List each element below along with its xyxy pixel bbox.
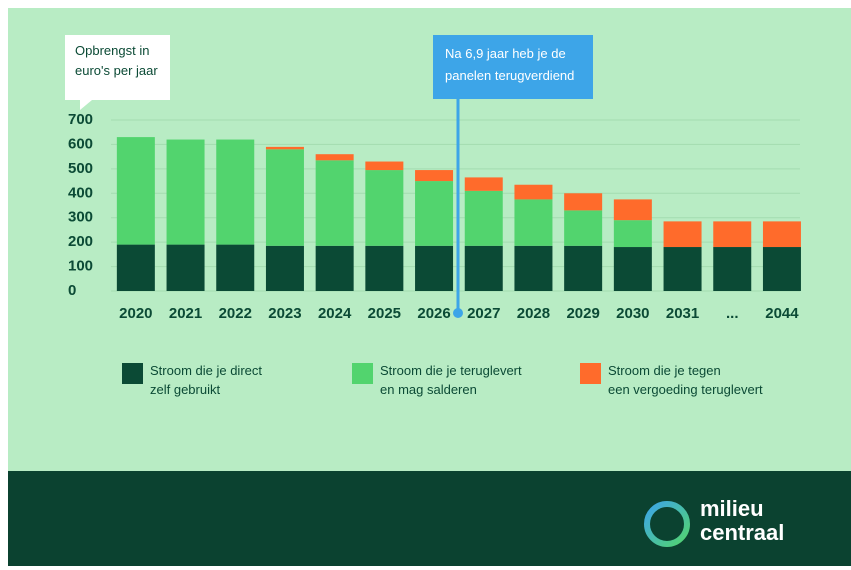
y-axis-label: Opbrengst in euro's per jaar [75, 43, 158, 78]
x-tick-label: 2021 [169, 305, 202, 322]
x-tick-label: 2044 [765, 305, 799, 322]
bar-segment [464, 177, 503, 191]
legend-swatch [122, 363, 143, 384]
x-tick-label: 2023 [268, 305, 301, 322]
x-tick-label: 2028 [517, 305, 550, 322]
y-tick-label: 300 [68, 209, 93, 226]
bar-segment [166, 139, 205, 245]
bar-segment [265, 245, 304, 291]
brand: milieu centraal [700, 496, 784, 545]
bar-segment [365, 170, 404, 246]
bar-segment [663, 221, 702, 248]
bar-segment [514, 184, 553, 200]
x-tick-label: ... [726, 305, 739, 322]
legend-label: Stroom die je tegen een vergoeding terugl… [608, 363, 763, 397]
footer [8, 471, 851, 566]
bar-segment [166, 244, 205, 291]
x-tick-label: 2027 [467, 305, 500, 322]
bar-segment [464, 245, 503, 291]
bar-segment [713, 221, 752, 248]
logo-ring [644, 501, 690, 547]
bar-segment [564, 193, 603, 211]
x-tick-label: 2024 [318, 305, 352, 322]
bar-segment [315, 160, 354, 246]
legend-label: Stroom die je direct zelf gebruikt [150, 363, 262, 397]
x-tick-label: 2020 [119, 305, 152, 322]
legend-label: Stroom die je teruglevert en mag salderen [380, 363, 522, 397]
bar-segment [564, 245, 603, 291]
y-tick-label: 100 [68, 258, 93, 275]
annotation-box [433, 35, 593, 99]
legend-swatch [580, 363, 601, 384]
y-tick-label: 600 [68, 135, 93, 152]
annotation-dot [453, 308, 463, 318]
bar-segment [762, 221, 801, 248]
bar-segment [613, 199, 652, 221]
bar-segment [116, 137, 155, 245]
bar-segment [514, 199, 553, 246]
bar-segment [365, 161, 404, 171]
bar-segment [216, 244, 255, 291]
bar-segment [564, 210, 603, 246]
bar-segment [415, 245, 454, 291]
annotation: Na 6,9 jaar heb je de panelen terugverdie… [445, 46, 574, 83]
bar-segment [365, 245, 404, 291]
x-tick-label: 2029 [566, 305, 599, 322]
bar-segment [265, 149, 304, 246]
y-tick-label: 0 [68, 282, 76, 299]
y-tick-label: 700 [68, 111, 93, 128]
bar-segment [762, 247, 801, 291]
y-tick-label: 500 [68, 160, 93, 177]
bar-segment [315, 245, 354, 291]
y-tick-label: 200 [68, 233, 93, 250]
bar-segment [514, 245, 553, 291]
x-tick-label: 2026 [417, 305, 450, 322]
x-tick-label: 2025 [368, 305, 401, 322]
bar-segment [613, 220, 652, 248]
bar-segment [265, 146, 304, 150]
bar-segment [464, 190, 503, 246]
bar-segment [613, 247, 652, 291]
bar-segment [216, 139, 255, 245]
y-label-box [65, 35, 170, 110]
bar-segment [116, 244, 155, 291]
bar-segment [415, 181, 454, 246]
x-tick-label: 2022 [219, 305, 252, 322]
bar-segment [713, 247, 752, 291]
bar-segment [415, 170, 454, 182]
legend-swatch [352, 363, 373, 384]
y-tick-label: 400 [68, 184, 93, 201]
x-tick-label: 2030 [616, 305, 649, 322]
bar-segment [663, 247, 702, 291]
x-tick-label: 2031 [666, 305, 699, 322]
bar-segment [315, 154, 354, 161]
